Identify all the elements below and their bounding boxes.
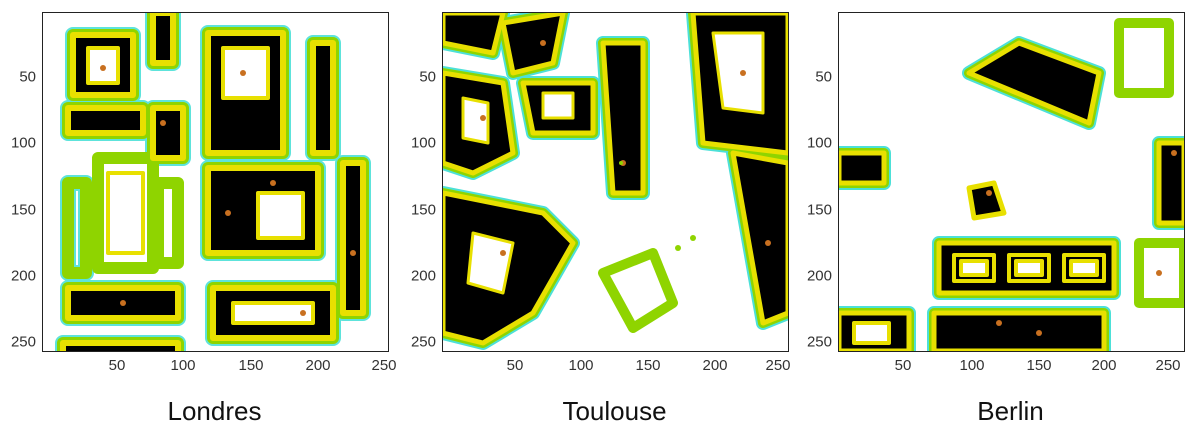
y-tick: 150 — [806, 201, 832, 219]
y-tick: 50 — [419, 68, 436, 86]
x-tick: 100 — [170, 357, 196, 374]
y-tick: 150 — [10, 201, 36, 219]
y-tick: 150 — [410, 201, 436, 219]
y-tick: 250 — [806, 333, 832, 351]
x-tick: 200 — [1091, 357, 1117, 374]
caption-toulouse: Toulouse — [562, 396, 667, 426]
building-map — [55, 13, 371, 351]
x-tick: 150 — [238, 357, 264, 374]
map-plot-berlin — [838, 12, 1185, 352]
x-tick: 50 — [506, 357, 524, 374]
x-tick: 150 — [1026, 357, 1052, 374]
map-plot-toulouse — [442, 12, 789, 352]
y-tick: 50 — [815, 68, 832, 86]
y-tick: 100 — [806, 134, 832, 152]
panel-londres: 50 100 150 200 250 — [0, 0, 400, 427]
map-plot-londres — [42, 12, 389, 352]
caption-berlin: Berlin — [977, 396, 1044, 426]
y-tick: 100 — [410, 134, 436, 152]
x-tick: 200 — [702, 357, 728, 374]
y-tick: 200 — [10, 267, 36, 285]
panel-berlin: 50 100 150 200 250 — [796, 0, 1196, 427]
y-tick: 200 — [806, 267, 832, 285]
building-map — [839, 18, 1184, 351]
x-tick: 50 — [894, 357, 912, 374]
y-tick: 50 — [19, 68, 36, 86]
x-tick: 100 — [959, 357, 985, 374]
building-map — [443, 13, 788, 350]
y-tick: 250 — [410, 333, 436, 351]
y-tick: 250 — [10, 333, 36, 351]
x-tick: 250 — [1155, 357, 1181, 374]
caption-londres: Londres — [167, 396, 262, 426]
x-tick: 100 — [568, 357, 594, 374]
x-tick: 250 — [371, 357, 397, 374]
y-tick: 100 — [10, 134, 36, 152]
x-tick: 250 — [765, 357, 791, 374]
x-tick: 200 — [305, 357, 331, 374]
panel-toulouse: 50 100 150 200 250 — [400, 0, 800, 427]
x-tick: 50 — [108, 357, 126, 374]
x-tick: 150 — [635, 357, 661, 374]
y-tick: 200 — [410, 267, 436, 285]
